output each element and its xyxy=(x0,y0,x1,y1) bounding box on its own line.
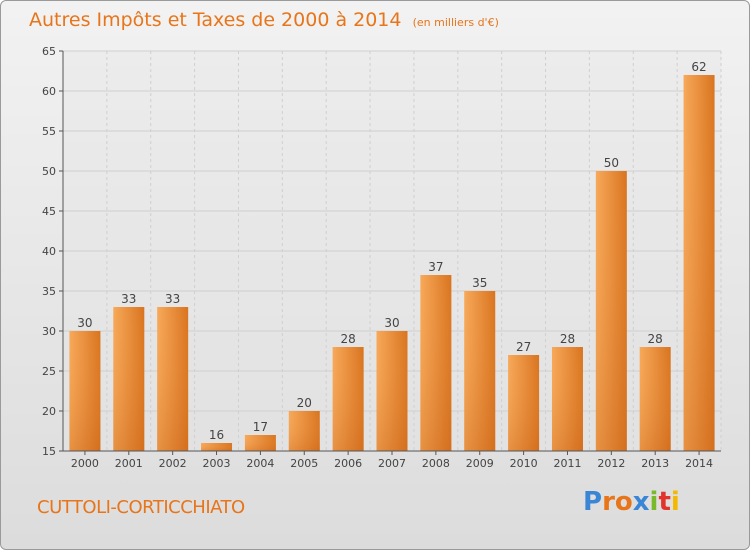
title-row: Autres Impôts et Taxes de 2000 à 2014 (e… xyxy=(29,9,499,31)
bar-shade xyxy=(201,443,233,451)
bar-shade xyxy=(157,307,189,451)
bar-shade xyxy=(113,307,145,451)
chart-subtitle: (en milliers d'€) xyxy=(412,16,499,29)
logo-letter: r xyxy=(602,487,615,517)
x-tick-label: 2003 xyxy=(203,457,231,470)
data-label: 50 xyxy=(604,156,619,170)
chart-title: Autres Impôts et Taxes de 2000 à 2014 xyxy=(29,9,402,31)
place-name: CUTTOLI-CORTICCHIATO xyxy=(37,497,245,518)
bar-shade xyxy=(288,411,320,451)
y-tick-label: 45 xyxy=(42,205,56,218)
y-tick-label: 40 xyxy=(42,245,56,258)
x-tick-label: 2004 xyxy=(246,457,274,470)
data-label: 35 xyxy=(472,276,487,290)
y-tick-label: 25 xyxy=(42,365,56,378)
bar-shade xyxy=(551,347,583,451)
x-tick-label: 2013 xyxy=(641,457,669,470)
bar-shade xyxy=(420,275,452,451)
data-label: 33 xyxy=(121,292,136,306)
logo-letter: i xyxy=(670,487,680,517)
y-tick-label: 50 xyxy=(42,165,56,178)
proxiti-logo: Proxiti xyxy=(583,487,680,517)
bar-shade xyxy=(69,331,101,451)
bar-shade xyxy=(376,331,408,451)
data-label: 27 xyxy=(516,340,531,354)
y-tick-label: 65 xyxy=(42,45,56,58)
axes xyxy=(59,50,721,455)
x-tick-label: 2009 xyxy=(466,457,494,470)
bar-shade xyxy=(464,291,496,451)
y-tick-label: 60 xyxy=(42,85,56,98)
data-label: 20 xyxy=(297,396,312,410)
y-tick-label: 35 xyxy=(42,285,56,298)
data-label: 30 xyxy=(77,316,92,330)
bar-shade xyxy=(595,171,627,451)
logo-letter: x xyxy=(632,487,650,517)
x-tick-label: 2007 xyxy=(378,457,406,470)
y-tick-label: 20 xyxy=(42,405,56,418)
x-tick-label: 2011 xyxy=(553,457,581,470)
data-label: 33 xyxy=(165,292,180,306)
bars xyxy=(69,75,715,451)
logo-letter: i xyxy=(649,487,659,517)
bar-shade xyxy=(639,347,671,451)
data-label: 62 xyxy=(691,60,706,74)
bar-shade xyxy=(683,75,715,451)
logo-letter: P xyxy=(583,487,603,517)
y-tick-label: 15 xyxy=(42,445,56,458)
y-tick-label: 30 xyxy=(42,325,56,338)
x-tick-label: 2010 xyxy=(510,457,538,470)
x-tick-label: 2002 xyxy=(159,457,187,470)
data-label: 28 xyxy=(340,332,355,346)
labels: 15 20 25 30 35 40 45 50 55 60 65 30 2000 33 2001 33 2002… xyxy=(42,45,713,470)
x-tick-label: 2005 xyxy=(290,457,318,470)
logo-letter: o xyxy=(614,487,633,517)
bar-shade xyxy=(332,347,364,451)
data-label: 17 xyxy=(253,420,268,434)
bar-shade xyxy=(244,435,276,451)
x-tick-label: 2014 xyxy=(685,457,713,470)
x-tick-label: 2012 xyxy=(597,457,625,470)
data-label: 30 xyxy=(384,316,399,330)
data-label: 28 xyxy=(560,332,575,346)
x-tick-label: 2000 xyxy=(71,457,99,470)
x-tick-label: 2008 xyxy=(422,457,450,470)
y-tick-label: 55 xyxy=(42,125,56,138)
x-tick-label: 2001 xyxy=(115,457,143,470)
x-tick-label: 2006 xyxy=(334,457,362,470)
logo-letter: t xyxy=(658,487,671,517)
bar-shade xyxy=(508,355,540,451)
data-label: 16 xyxy=(209,428,224,442)
data-label: 28 xyxy=(648,332,663,346)
data-label: 37 xyxy=(428,260,443,274)
